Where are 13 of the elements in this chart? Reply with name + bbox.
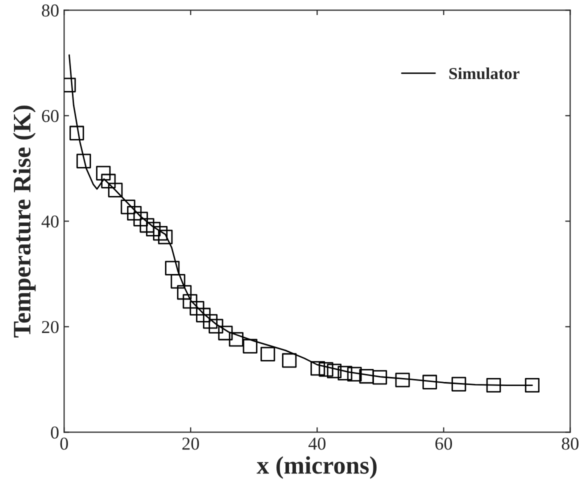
y-tick-label: 20 bbox=[42, 320, 59, 334]
x-tick-label: 60 bbox=[435, 438, 452, 450]
legend-label: Simulator bbox=[449, 67, 520, 80]
y-tick-label: 80 bbox=[42, 4, 59, 17]
x-axis-title: x (microns) bbox=[256, 456, 377, 479]
y-tick-label: 40 bbox=[42, 215, 59, 228]
y-tick-label: 60 bbox=[42, 110, 59, 122]
x-tick-label: 40 bbox=[308, 438, 326, 450]
x-tick-label: 80 bbox=[562, 438, 579, 450]
x-tick-label: 20 bbox=[182, 438, 199, 450]
x-tick-label: 0 bbox=[60, 438, 68, 450]
y-tick-label: 0 bbox=[50, 426, 59, 439]
y-axis-title: Temperature Rise (K) bbox=[12, 106, 36, 338]
